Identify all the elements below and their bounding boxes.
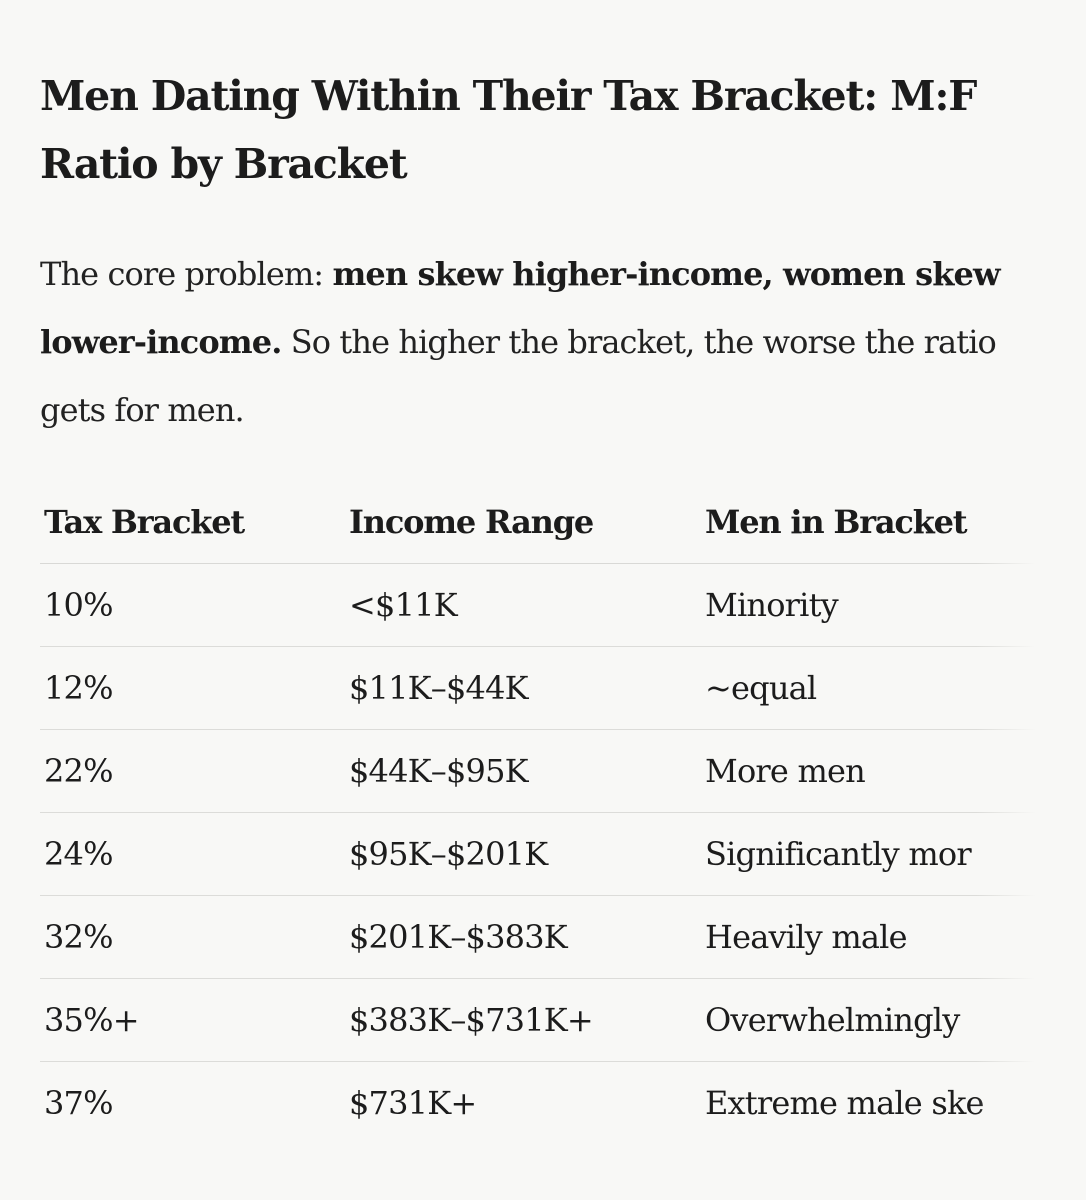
cell-men-in-bracket: ~equal <box>701 646 1046 730</box>
cell-men-in-bracket: Minority <box>701 563 1046 647</box>
table-row: 32% $201K–$383K Heavily male <box>40 895 1046 979</box>
cell-income-range: $201K–$383K <box>345 895 701 979</box>
article: Men Dating Within Their Tax Bracket: M:F… <box>40 62 1046 444</box>
header-men-in-bracket: Men in Bracket <box>701 480 1046 564</box>
cell-men-in-bracket: Overwhelmingly <box>701 978 1046 1062</box>
intro-lead: The core problem: <box>40 255 333 293</box>
table-row: 37% $731K+ Extreme male ske <box>40 1062 1046 1145</box>
table-row: 24% $95K–$201K Significantly mor <box>40 812 1046 896</box>
table-row: 12% $11K–$44K ~equal <box>40 646 1046 730</box>
table-row: 22% $44K–$95K More men <box>40 729 1046 813</box>
table-header-row: Tax Bracket Income Range Men in Bracket <box>40 480 1046 564</box>
cell-income-range: $44K–$95K <box>345 729 701 813</box>
cell-income-range: $731K+ <box>349 1084 477 1122</box>
cell-tax-bracket: 37% <box>44 1084 114 1122</box>
cell-tax-bracket: 12% <box>40 646 345 730</box>
intro-emphasis: men skew higher-income, women skew lower… <box>40 255 1001 361</box>
header-tax-bracket: Tax Bracket <box>40 480 345 564</box>
bracket-table-container[interactable]: Tax Bracket Income Range Men in Bracket … <box>40 480 1046 1144</box>
cell-tax-bracket: 32% <box>40 895 345 979</box>
cell-men-in-bracket: Significantly mor <box>701 812 1046 896</box>
cell-men-in-bracket: More men <box>701 729 1046 813</box>
cell-tax-bracket: 22% <box>40 729 345 813</box>
table-row: 10% <$11K Minority <box>40 563 1046 647</box>
intro-rest: So the higher the bracket, the worse the… <box>40 323 997 429</box>
cell-tax-bracket: 35%+ <box>40 978 345 1062</box>
cell-income-range: $383K–$731K+ <box>345 978 701 1062</box>
cell-tax-bracket: 10% <box>40 563 345 647</box>
article-title: Men Dating Within Their Tax Bracket: M:F… <box>40 72 977 188</box>
cell-men-in-bracket: Heavily male <box>701 895 1046 979</box>
cell-income-range: <$11K <box>345 563 701 647</box>
header-income-range: Income Range <box>345 480 701 564</box>
cell-income-range: $11K–$44K <box>345 646 701 730</box>
intro-paragraph: The core problem: men skew higher-income… <box>40 240 1050 444</box>
bracket-table: Tax Bracket Income Range Men in Bracket … <box>40 480 1046 1144</box>
table-row: 35%+ $383K–$731K+ Overwhelmingly <box>40 978 1046 1062</box>
cell-tax-bracket: 24% <box>40 812 345 896</box>
cell-men-in-bracket: Extreme male ske <box>705 1084 984 1122</box>
cell-income-range: $95K–$201K <box>345 812 701 896</box>
